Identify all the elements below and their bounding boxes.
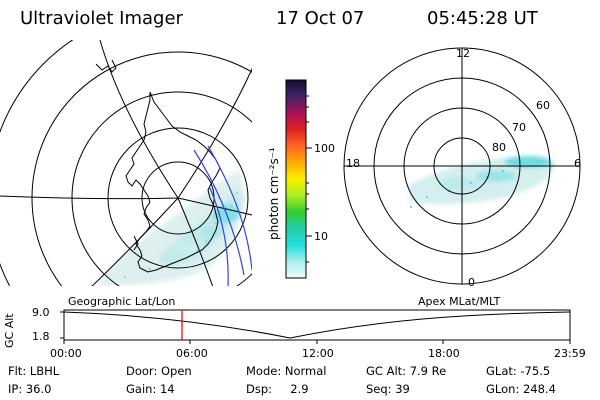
polar-label-0: 0 (468, 276, 475, 289)
mode-info: Mode: Normal (246, 364, 327, 378)
magnetic-grid-lines (193, 145, 252, 286)
timeline-x-tick-18: 18:00 (428, 347, 460, 360)
timeline-x-tick-6: 06:00 (176, 347, 208, 360)
timeline-x-tick-12: 12:00 (302, 347, 334, 360)
south-america-tip (95, 59, 117, 73)
colorbar-label-100: 100 (314, 142, 335, 155)
dsp-info: Dsp: 2.9 (246, 382, 309, 396)
peninsula-fragment (133, 235, 139, 251)
geographic-map (0, 40, 252, 286)
colorbar-label-10: 10 (314, 230, 328, 243)
timeline-x-ticks (63, 340, 571, 344)
gc-alt-info: GC Alt: 7.9 Re (366, 364, 447, 378)
door-info: Door: Open (126, 364, 192, 378)
timeline-x-tick-0: 00:00 (50, 347, 82, 360)
date-label: 17 Oct 07 (276, 8, 365, 29)
timeline-y-tick-1: 1.8 (32, 330, 50, 343)
colorbar-minor-ticks (306, 95, 309, 263)
aurora-emission-geo (100, 170, 246, 286)
polar-label-80: 80 (492, 141, 506, 154)
timeline-right-label: Apex MLat/MLT (418, 295, 501, 308)
polar-plot (343, 47, 581, 285)
altitude-curve (63, 311, 571, 339)
gain-info: Gain: 14 (126, 382, 175, 396)
polar-label-60: 60 (536, 99, 550, 112)
colorbar (285, 79, 312, 279)
timeline-left-label: Geographic Lat/Lon (68, 295, 176, 308)
timeline-x-tick-24: 23:59 (554, 347, 586, 360)
polar-label-70: 70 (512, 121, 526, 134)
glon-info: GLon: 248.4 (486, 382, 556, 396)
colorbar-gradient (286, 80, 306, 278)
timeline-y-title: GC Alt (3, 313, 16, 348)
colorbar-unit-label: photon cm⁻²s⁻¹ (267, 147, 281, 240)
time-label: 05:45:28 UT (427, 8, 538, 29)
aurora-emission-polar (408, 155, 556, 204)
timeline-y-tick-9: 9.0 (32, 306, 50, 319)
polar-label-18: 18 (346, 157, 360, 170)
timeline-plot (60, 309, 571, 344)
timeline-y-ticks (60, 311, 64, 339)
seq-info: Seq: 39 (366, 382, 410, 396)
meridian-lines (0, 40, 252, 286)
app-title: Ultraviolet Imager (20, 8, 183, 29)
polar-label-12: 12 (456, 47, 470, 60)
glat-info: GLat: -75.5 (486, 364, 551, 378)
colorbar-frame (285, 79, 307, 279)
polar-label-6: 6 (574, 157, 581, 170)
filter-info: Flt: LBHL (8, 364, 60, 378)
ip-info: IP: 36.0 (8, 382, 52, 396)
